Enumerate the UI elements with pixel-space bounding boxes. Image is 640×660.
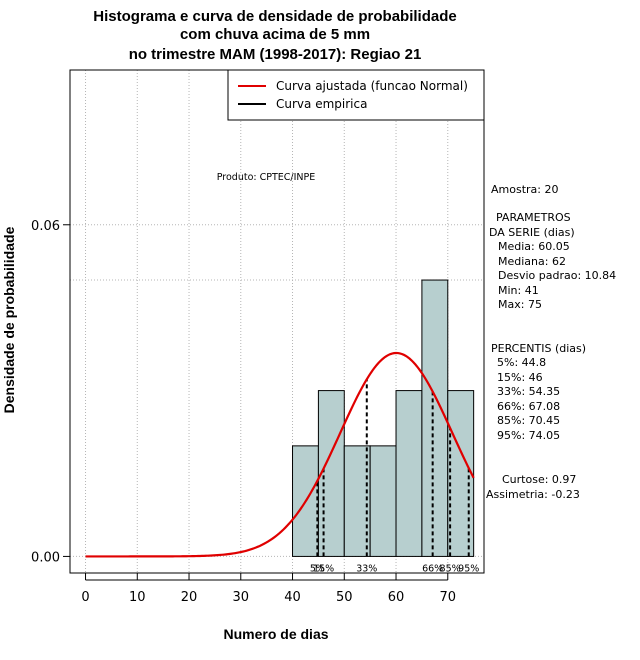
- credit-text: Produto: CPTEC/INPE: [217, 172, 316, 183]
- x-tick-label-2: 20: [181, 590, 198, 605]
- chart-title-line-1: Histograma e curva de densidade de proba…: [93, 8, 456, 25]
- stat-mediana: Mediana: 62: [498, 255, 566, 268]
- axes: 0 10 20 30 40 50 60 70 0.00 0.06: [31, 219, 456, 605]
- stat-p33: 33%: 54.35: [497, 385, 560, 398]
- percentile-label-5: 95%: [458, 563, 479, 574]
- x-tick-label-4: 40: [284, 590, 301, 605]
- percentile-label-2: 33%: [356, 563, 377, 574]
- stat-params-header-1: PARAMETROS: [496, 211, 571, 224]
- stat-amostra: Amostra: 20: [491, 183, 558, 196]
- stat-p85: 85%: 70.45: [497, 414, 560, 427]
- stat-p15: 15%: 46: [497, 371, 543, 384]
- normal-curve-layer: [85, 351, 475, 558]
- x-tick-label-5: 50: [336, 590, 353, 605]
- stat-p5: 5%: 44.8: [497, 356, 546, 369]
- stat-curtose: Curtose: 0.97: [502, 473, 576, 486]
- histogram-bar-4: [395, 390, 423, 557]
- legend-label-empirical: Curva empirica: [276, 97, 367, 111]
- x-axis-title: Numero de dias: [223, 626, 328, 642]
- chart-title-line-2: com chuva acima de 5 mm: [180, 26, 370, 43]
- normal-curve: [85, 351, 475, 558]
- legend-box: [227, 69, 485, 121]
- percentile-lines: 5%15% 33% 66%85%95%: [310, 379, 479, 574]
- legend-label-normal: Curva ajustada (funcao Normal): [276, 79, 468, 93]
- y-tick-label-0: 0.00: [31, 550, 60, 565]
- legend: Curva ajustada (funcao Normal) Curva emp…: [227, 69, 485, 121]
- x-tick-label-6: 60: [388, 590, 405, 605]
- x-tick-label-7: 70: [440, 590, 457, 605]
- histogram-bar-5: [421, 279, 449, 557]
- stat-params-header-2: DA SERIE (dias): [489, 226, 575, 239]
- stat-max: Max: 75: [498, 298, 542, 311]
- stat-p95: 95%: 74.05: [497, 429, 560, 442]
- stat-min: Min: 41: [498, 284, 539, 297]
- x-tick-label-1: 10: [129, 590, 146, 605]
- y-axis-title: Densidade de probabilidade: [1, 226, 17, 413]
- percentile-label-0: 5%: [310, 563, 325, 574]
- stat-percentis-header: PERCENTIS (dias): [491, 342, 586, 355]
- percentile-label-1: 15%: [313, 563, 334, 574]
- chart-title-line-3: no trimestre MAM (1998-2017): Regiao 21: [129, 46, 422, 63]
- histogram-bar-3: [369, 445, 397, 557]
- stats-panel: Amostra: 20 PARAMETROS DA SERIE (dias) M…: [486, 183, 616, 501]
- stat-desvio: Desvio padrao: 10.84: [498, 269, 616, 282]
- stat-media: Media: 60.05: [498, 240, 570, 253]
- x-tick-label-3: 30: [233, 590, 250, 605]
- histogram-bar-6: [447, 390, 475, 557]
- histogram-bar-1: [317, 390, 345, 557]
- stat-assimetria: Assimetria: -0.23: [486, 488, 580, 501]
- stat-p66: 66%: 67.08: [497, 400, 560, 413]
- x-tick-label-0: 0: [81, 590, 89, 605]
- percentile-label-3: 66%: [422, 563, 443, 574]
- y-tick-label-1: 0.06: [31, 219, 60, 234]
- percentile-label-4: 85%: [440, 563, 461, 574]
